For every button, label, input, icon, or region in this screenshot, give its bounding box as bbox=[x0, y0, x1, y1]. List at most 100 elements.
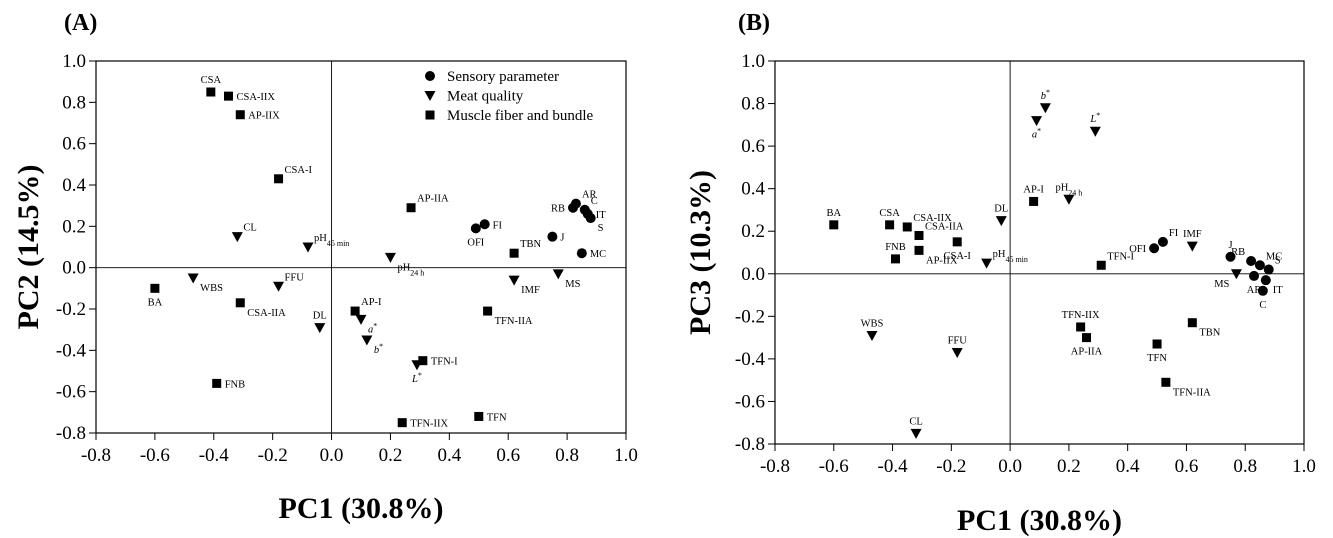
data-point: DL bbox=[994, 204, 1008, 227]
circle-marker bbox=[1246, 256, 1257, 267]
point-label: TFN-IIA bbox=[1173, 387, 1211, 398]
point-label: IT bbox=[1273, 285, 1283, 296]
point-label: TFN bbox=[1147, 353, 1167, 364]
triangle-marker bbox=[866, 330, 878, 341]
data-point: CSA-IIX bbox=[224, 91, 275, 103]
y-tick-label: 0.6 bbox=[62, 134, 86, 155]
square-marker bbox=[474, 411, 484, 421]
data-point: FI bbox=[479, 219, 503, 231]
circle-marker bbox=[568, 202, 578, 213]
square-marker bbox=[235, 110, 245, 120]
point-label: IMF bbox=[521, 285, 540, 296]
x-tick-label: -0.4 bbox=[878, 456, 909, 477]
triangle-marker bbox=[314, 323, 326, 334]
legend-entry-label: Meat quality bbox=[447, 89, 524, 105]
point-label: CSA-I bbox=[285, 165, 313, 176]
point-label: S bbox=[1275, 256, 1281, 267]
point-label: AP-IIX bbox=[926, 255, 958, 266]
x-tick-label: 0.2 bbox=[1057, 456, 1081, 477]
panel-label: (B) bbox=[738, 10, 770, 36]
point-label: TBN bbox=[520, 239, 541, 250]
data-point: TFN-IIA bbox=[1161, 377, 1211, 398]
x-tick-label: 0.0 bbox=[998, 456, 1022, 477]
point-label: L* bbox=[411, 370, 422, 385]
square-marker bbox=[1187, 318, 1197, 328]
data-point: TFN bbox=[474, 411, 507, 423]
y-axis-title: PC2 (14.5%) bbox=[12, 165, 45, 330]
data-point: TBN bbox=[1187, 318, 1221, 339]
x-tick-label: 1.0 bbox=[1292, 456, 1316, 477]
data-point: AR bbox=[1247, 270, 1262, 296]
triangle-marker bbox=[508, 275, 520, 286]
point-label: C bbox=[591, 196, 598, 207]
point-label: J bbox=[1228, 240, 1232, 251]
data-point: TBN bbox=[509, 239, 542, 258]
point-label: FI bbox=[1169, 228, 1179, 239]
triangle-marker bbox=[995, 216, 1007, 227]
data-point: a* bbox=[1031, 116, 1043, 141]
square-marker bbox=[274, 174, 284, 184]
point-label: TFN-I bbox=[431, 357, 458, 368]
x-tick-label: 0.0 bbox=[320, 445, 344, 466]
square-marker bbox=[150, 283, 160, 293]
point-label: AP-IIA bbox=[417, 194, 449, 205]
circle-marker bbox=[1263, 264, 1274, 275]
triangle-marker bbox=[1089, 126, 1101, 137]
y-tick-label: -0.6 bbox=[56, 382, 86, 403]
circle-marker bbox=[1257, 285, 1268, 296]
legend-square-marker bbox=[425, 110, 435, 120]
data-point: pH24 h bbox=[384, 252, 424, 277]
triangle-marker bbox=[552, 269, 564, 280]
circle-marker bbox=[576, 248, 587, 259]
data-point: pH45 min bbox=[981, 249, 1028, 269]
x-tick-label: 0.6 bbox=[496, 445, 520, 466]
y-tick-label: -0.8 bbox=[735, 434, 765, 455]
triangle-marker bbox=[361, 335, 373, 346]
circle-marker bbox=[585, 213, 596, 224]
point-label: FFU bbox=[285, 272, 305, 283]
legend-entry-label: Sensory parameter bbox=[447, 69, 559, 85]
point-label: WBS bbox=[200, 283, 223, 294]
data-point: CSA bbox=[201, 75, 221, 97]
square-marker bbox=[212, 378, 222, 388]
data-point: AP-I bbox=[1023, 184, 1044, 206]
data-point: IMF bbox=[1183, 229, 1202, 252]
data-point: CSA-IIA bbox=[914, 221, 964, 240]
circle-marker bbox=[1249, 270, 1260, 281]
data-point: S bbox=[1263, 256, 1281, 275]
y-tick-label: 0.0 bbox=[62, 258, 86, 279]
data-point: IT bbox=[1260, 275, 1283, 296]
legend: Sensory parameter Meat quality Muscle fibe… bbox=[424, 69, 594, 124]
point-label: b* bbox=[374, 342, 383, 357]
y-tick-label: 0.8 bbox=[62, 92, 86, 113]
legend-entry-label: Muscle fiber and bundle bbox=[447, 108, 594, 124]
x-tick-label: -0.8 bbox=[81, 445, 111, 466]
data-point: TFN-IIX bbox=[1062, 310, 1100, 332]
point-label: AP-IIA bbox=[1071, 347, 1103, 358]
data-point: RB bbox=[551, 202, 578, 215]
panel-a: (A) -0.8 -0.6 -0.4 -0.2 0.0 0.2 0.4 0.6 0.8 1.0 -0.… bbox=[12, 10, 638, 525]
legend-circle-marker bbox=[425, 71, 435, 81]
point-label: MC bbox=[590, 249, 606, 260]
data-point: CSA-I bbox=[944, 237, 971, 262]
x-tick-label: 0.4 bbox=[1116, 456, 1140, 477]
plot-frame bbox=[774, 60, 1305, 445]
circle-marker bbox=[1260, 275, 1271, 286]
data-point: a* bbox=[355, 314, 377, 335]
data-point: AP-IIA bbox=[1071, 333, 1103, 358]
y-tick-label: 0.4 bbox=[741, 179, 765, 200]
x-tick-label: -0.8 bbox=[760, 456, 790, 477]
data-point: FI bbox=[1157, 228, 1179, 247]
point-label: L* bbox=[1089, 111, 1100, 126]
x-tick-label: 1.0 bbox=[614, 445, 638, 466]
data-point: AP-IIX bbox=[235, 110, 280, 122]
point-label: AR bbox=[1247, 285, 1262, 296]
y-tick-label: 0.2 bbox=[62, 216, 86, 237]
x-tick-label: -0.2 bbox=[258, 445, 288, 466]
y-tick-label: -0.4 bbox=[735, 349, 766, 370]
triangle-marker bbox=[1230, 269, 1242, 280]
x-tick-label: -0.6 bbox=[140, 445, 170, 466]
square-marker bbox=[418, 356, 428, 366]
square-marker bbox=[509, 248, 519, 258]
data-point: TFN-I bbox=[418, 356, 458, 368]
